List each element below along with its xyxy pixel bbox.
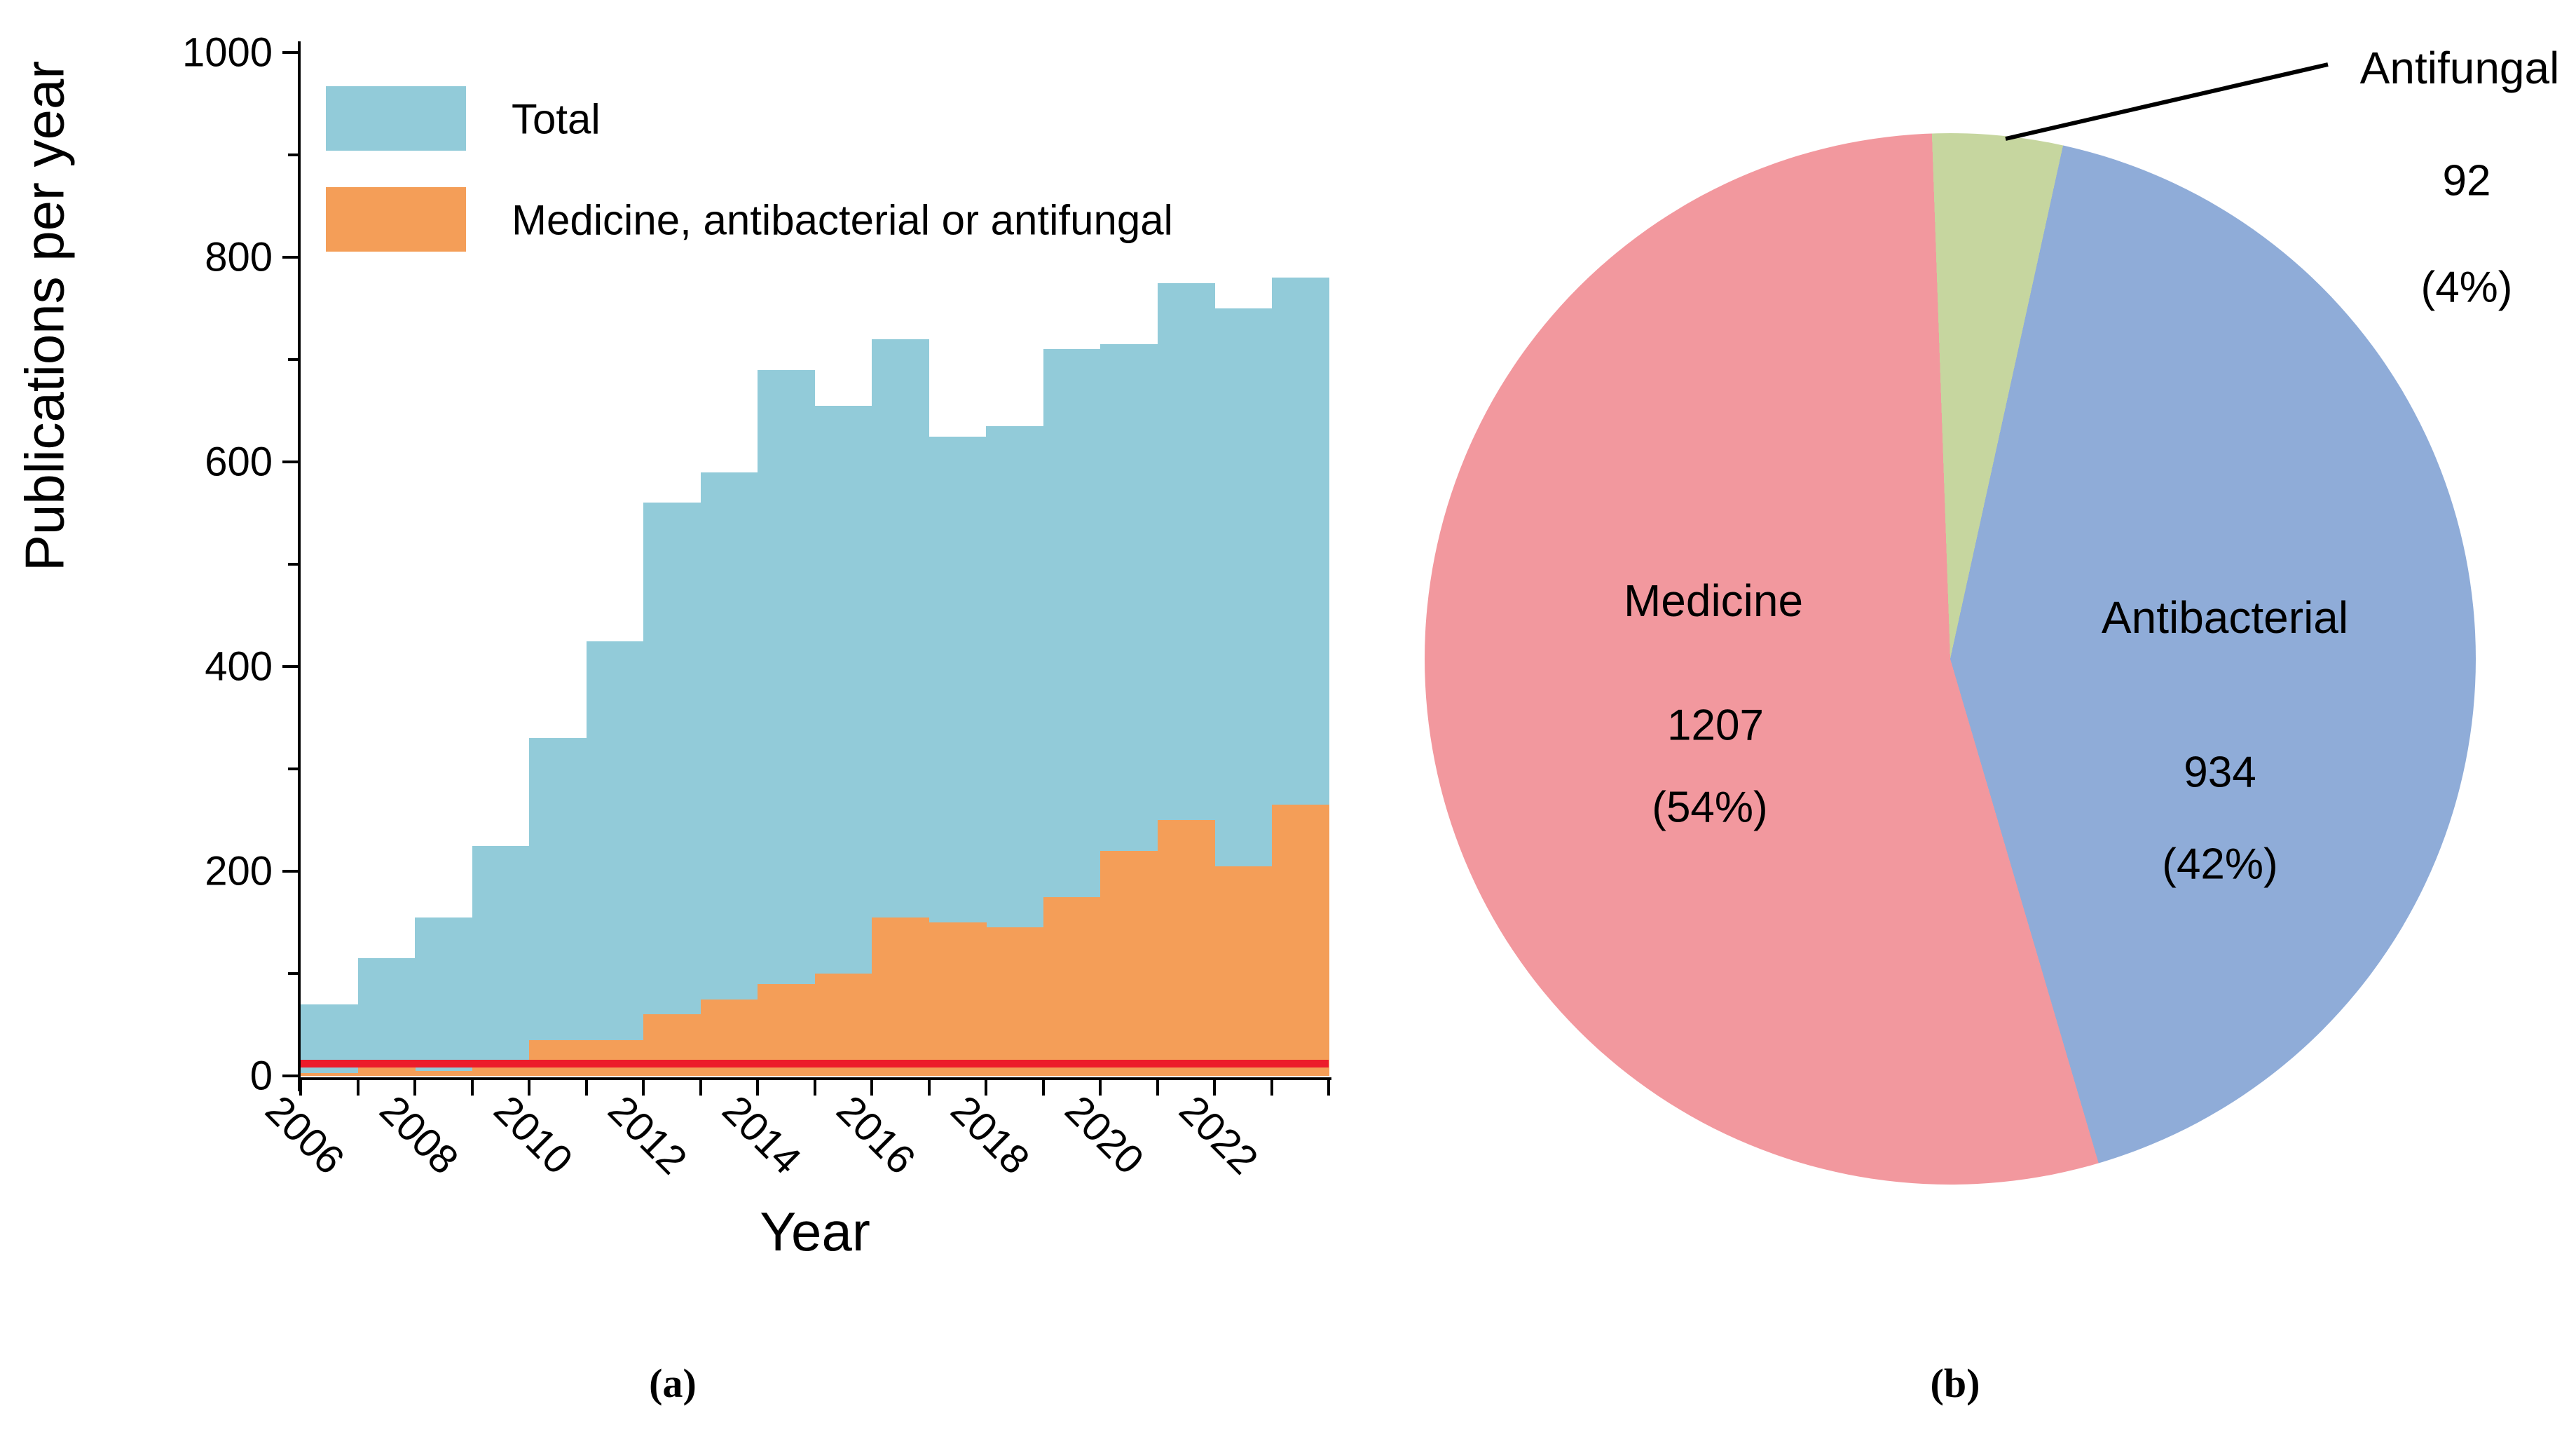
legend-label-total: Total — [512, 95, 601, 143]
y-axis-spine — [298, 41, 301, 1091]
bar-medicine-2021 — [1214, 866, 1273, 1076]
pie-pct-antibacterial: (42%) — [2162, 840, 2278, 889]
y-major-tick-600 — [282, 461, 298, 463]
x-tick-2007 — [413, 1080, 416, 1096]
pie-label-medicine: Medicine — [1623, 575, 1804, 626]
y-minor-tick-500 — [288, 563, 298, 566]
y-tick-label-0: 0 — [249, 1053, 273, 1099]
x-tick-2010 — [584, 1080, 588, 1096]
pie-label-antifungal: Antifungal — [2359, 43, 2560, 93]
pie-label-antibacterial: Antibacterial — [2101, 592, 2349, 643]
x-tick-2020 — [1156, 1080, 1159, 1096]
bar-medicine-2010 — [586, 1039, 644, 1076]
bar-medicine-2009 — [529, 1039, 587, 1076]
bar-medicine-2005 — [301, 1072, 359, 1076]
y-major-tick-0 — [282, 1075, 298, 1077]
x-tick-2006 — [356, 1080, 359, 1096]
bar-total-2012 — [700, 472, 758, 1076]
y-tick-label-600: 600 — [205, 439, 273, 485]
panel-a-bar-chart: Publications per year 0 200 400 600 800 1000 2… — [13, 29, 1331, 1406]
pie-pct-antifungal: (4%) — [2420, 263, 2513, 312]
bar-medicine-2006 — [357, 1065, 416, 1076]
y-major-tick-1000 — [282, 51, 298, 54]
pie-value-antifungal: 92 — [2442, 156, 2491, 205]
x-tick-label-2016: 2016 — [827, 1086, 924, 1183]
x-tick-2005 — [299, 1080, 302, 1096]
y-tick-label-800: 800 — [205, 234, 273, 280]
y-axis-title: Publications per year — [13, 60, 76, 571]
x-tick-2021 — [1213, 1080, 1216, 1096]
y-tick-label-200: 200 — [205, 848, 273, 894]
bar-medicine-2018 — [1043, 896, 1101, 1076]
x-tick-2012 — [699, 1080, 702, 1096]
x-tick-label-2012: 2012 — [598, 1086, 696, 1183]
legend-swatch-total — [326, 86, 466, 151]
pie-graphic — [1425, 133, 2476, 1185]
bar-total-2006 — [357, 958, 416, 1076]
y-tick-label-400: 400 — [205, 643, 273, 690]
pie-pct-medicine: (54%) — [1652, 783, 1768, 832]
bar-total-2013 — [758, 369, 816, 1076]
bar-medicine-2022 — [1271, 805, 1329, 1076]
bar-medicine-2017 — [986, 927, 1044, 1076]
x-tick-2013 — [756, 1080, 759, 1096]
y-minor-tick-700 — [288, 358, 298, 361]
bar-medicine-2014 — [814, 974, 872, 1076]
y-minor-tick-900 — [288, 154, 298, 156]
zero-line-red — [301, 1060, 1329, 1067]
legend-swatch-medicine — [326, 187, 466, 252]
y-major-tick-400 — [282, 665, 298, 668]
x-tick-2015 — [870, 1080, 873, 1096]
x-tick-label-2010: 2010 — [484, 1086, 582, 1183]
bar-total-2008 — [472, 845, 530, 1076]
caption-b: (b) — [1930, 1360, 1980, 1406]
y-minor-tick-100 — [288, 972, 298, 975]
bar-total-2009 — [529, 738, 587, 1076]
bar-medicine-2019 — [1100, 850, 1158, 1076]
x-tick-label-2014: 2014 — [713, 1086, 810, 1183]
bar-medicine-2007 — [415, 1070, 473, 1076]
x-tick-2019 — [1099, 1080, 1102, 1096]
bar-medicine-2016 — [929, 922, 987, 1076]
legend-label-medicine: Medicine, antibacterial or antifungal — [512, 196, 1173, 244]
x-tick-2023 — [1327, 1080, 1330, 1096]
x-tick-2009 — [528, 1080, 530, 1096]
x-tick-label-2018: 2018 — [941, 1086, 1039, 1183]
x-axis-title: Year — [760, 1201, 870, 1262]
bar-medicine-2020 — [1157, 820, 1215, 1076]
x-axis-line — [298, 1077, 1331, 1080]
y-major-tick-200 — [282, 870, 298, 873]
bar-total-2007 — [415, 917, 473, 1076]
caption-a: (a) — [649, 1360, 697, 1406]
x-tick-2008 — [470, 1080, 474, 1096]
x-tick-label-2006: 2006 — [256, 1086, 353, 1183]
x-tick-2014 — [813, 1080, 816, 1096]
y-minor-tick-300 — [288, 768, 298, 770]
bar-total-2014 — [814, 405, 872, 1076]
x-tick-2018 — [1041, 1080, 1045, 1096]
x-tick-2016 — [927, 1080, 931, 1096]
y-major-tick-800 — [282, 256, 298, 259]
panel-b-pie-chart: Medicine 1207 (54%) Antibacterial 934 (4… — [1402, 0, 2576, 1453]
pie-value-medicine: 1207 — [1667, 701, 1764, 750]
x-tick-2011 — [642, 1080, 645, 1096]
x-tick-2022 — [1270, 1080, 1273, 1096]
bar-medicine-2015 — [872, 917, 930, 1076]
bar-total-2010 — [586, 641, 644, 1076]
x-tick-label-2022: 2022 — [1170, 1086, 1267, 1183]
x-tick-label-2008: 2008 — [370, 1086, 467, 1183]
pie-value-antibacterial: 934 — [2184, 748, 2256, 797]
y-tick-label-1000: 1000 — [181, 29, 273, 76]
bar-total-2011 — [643, 503, 701, 1076]
x-tick-label-2020: 2020 — [1055, 1086, 1153, 1183]
x-tick-2017 — [985, 1080, 987, 1096]
